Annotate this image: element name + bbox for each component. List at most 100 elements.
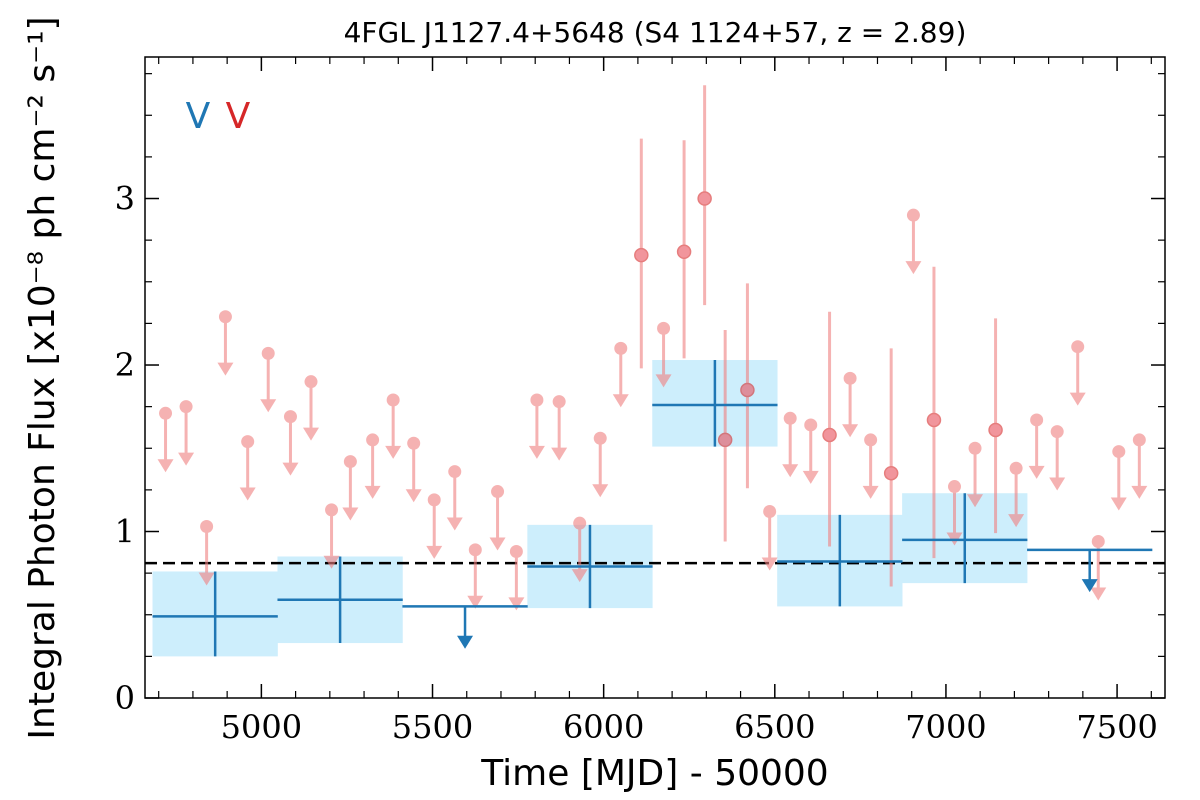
x-tick-label: 7000 xyxy=(905,708,986,746)
fine-point-marker xyxy=(676,244,692,260)
fine-upper-limit xyxy=(761,505,778,571)
fine-upper-limit-arrow xyxy=(157,459,174,473)
fine-point-marker xyxy=(926,412,942,428)
coarse-data-point xyxy=(777,514,903,607)
fine-upper-limit-point xyxy=(159,406,173,420)
x-axis-label: Time [MJD] - 50000 xyxy=(480,753,828,794)
fine-data-point xyxy=(697,85,712,306)
coarse-upper-limit xyxy=(402,605,528,649)
fine-upper-limit-arrow xyxy=(655,374,672,388)
y-tick-labels: 0 1 2 3 xyxy=(115,180,135,717)
fine-upper-limit xyxy=(467,543,484,609)
fine-upper-limit xyxy=(489,485,506,551)
fine-upper-limit-arrow xyxy=(842,424,859,438)
x-tick-label: 7500 xyxy=(1076,708,1157,746)
fine-upper-limit xyxy=(1008,461,1025,528)
fine-upper-limit-arrow xyxy=(802,470,819,484)
fine-upper-limit xyxy=(655,321,672,388)
fine-upper-limit-point xyxy=(386,393,400,407)
fine-upper-limit xyxy=(1069,340,1086,406)
fine-upper-limit-arrow xyxy=(489,537,506,551)
fine-bin-series xyxy=(157,85,1148,611)
fine-upper-limit-point xyxy=(1050,425,1064,439)
fine-upper-limit-point xyxy=(509,544,523,558)
fine-point-marker xyxy=(717,432,733,448)
x-tick-label: 6500 xyxy=(734,708,815,746)
fine-upper-limit-arrow xyxy=(551,447,568,461)
y-tick-label: 0 xyxy=(115,679,135,717)
fine-upper-limit xyxy=(157,406,174,473)
fine-upper-limit xyxy=(364,433,381,499)
fine-upper-limit-point xyxy=(325,503,339,517)
fine-upper-limit-point xyxy=(200,520,214,534)
fine-upper-limit xyxy=(862,433,879,499)
coarse-data-point xyxy=(527,524,653,609)
fine-upper-limit xyxy=(1110,445,1127,511)
fine-upper-limit-point xyxy=(1009,461,1023,475)
fine-upper-limit xyxy=(1049,425,1066,491)
coarse-bin-series xyxy=(152,360,1153,657)
fine-upper-limit-arrow xyxy=(1069,392,1086,406)
fine-upper-limit-point xyxy=(573,516,587,530)
fine-upper-limit xyxy=(905,208,922,275)
fine-upper-limit-arrow xyxy=(1028,465,1045,479)
fine-upper-limit-point xyxy=(1132,433,1146,447)
y-tick-label: 2 xyxy=(115,346,135,384)
fine-upper-limit-point xyxy=(427,493,441,507)
fine-upper-limit xyxy=(178,400,195,466)
fine-upper-limit xyxy=(385,393,402,459)
fine-upper-limit-point xyxy=(1071,340,1085,354)
fine-upper-limit-arrow xyxy=(1090,587,1107,601)
fine-upper-limit-point xyxy=(366,433,380,447)
fine-upper-limit-arrow xyxy=(1049,477,1066,491)
fine-upper-limit xyxy=(405,436,422,503)
fine-upper-limit xyxy=(260,346,277,413)
fine-upper-limit-point xyxy=(614,341,628,355)
fine-upper-limit xyxy=(1028,413,1045,479)
fine-upper-limit-arrow xyxy=(862,485,879,499)
fine-upper-limit-arrow xyxy=(303,427,320,441)
fine-upper-limit xyxy=(1131,433,1148,499)
fine-upper-limit-point xyxy=(407,436,421,450)
fine-upper-limit xyxy=(282,410,299,476)
coarse-upper-limit-arrow xyxy=(457,635,474,649)
fine-upper-limit-arrow xyxy=(612,394,629,408)
fine-upper-limit-point xyxy=(304,375,318,389)
fine-upper-limit xyxy=(612,341,629,408)
fine-upper-limit-arrow xyxy=(508,597,525,611)
fine-upper-limit xyxy=(342,455,359,521)
fine-data-point xyxy=(883,348,899,587)
fine-data-point xyxy=(717,330,733,542)
y-tick-label: 3 xyxy=(115,180,135,218)
coarse-bin-bands xyxy=(152,360,1028,657)
fine-upper-limit xyxy=(217,310,234,376)
fine-upper-limit-arrow xyxy=(592,484,609,498)
fine-upper-limit-point xyxy=(864,433,878,447)
fine-data-point xyxy=(988,318,1003,534)
fine-upper-limit-point xyxy=(530,393,544,407)
fine-upper-limit-arrow xyxy=(260,399,277,413)
coarse-upper-limit xyxy=(1027,548,1153,593)
axis-ticks xyxy=(145,57,1165,699)
fine-upper-limit-point xyxy=(947,480,961,494)
fine-upper-limit-arrow xyxy=(571,569,588,583)
fine-upper-limit-arrow xyxy=(198,572,215,586)
coarse-data-point xyxy=(277,556,403,644)
fine-upper-limit xyxy=(782,411,799,478)
fine-upper-limit-point xyxy=(491,485,505,499)
fine-upper-limit xyxy=(551,395,568,461)
fine-upper-limit xyxy=(426,493,443,559)
fine-upper-limit-point xyxy=(763,505,777,519)
fine-upper-limit-arrow xyxy=(782,464,799,478)
fine-upper-limit xyxy=(508,544,525,611)
fine-upper-limit xyxy=(528,393,545,459)
fine-upper-limit-arrow xyxy=(905,261,922,275)
fine-point-marker xyxy=(822,427,837,443)
fine-upper-limit-arrow xyxy=(528,445,545,459)
fine-upper-limit-point xyxy=(261,346,275,360)
fine-data-point xyxy=(676,140,692,359)
x-tick-label: 5000 xyxy=(221,708,302,746)
fine-data-point xyxy=(634,138,649,369)
fine-upper-limit-point xyxy=(968,441,982,455)
